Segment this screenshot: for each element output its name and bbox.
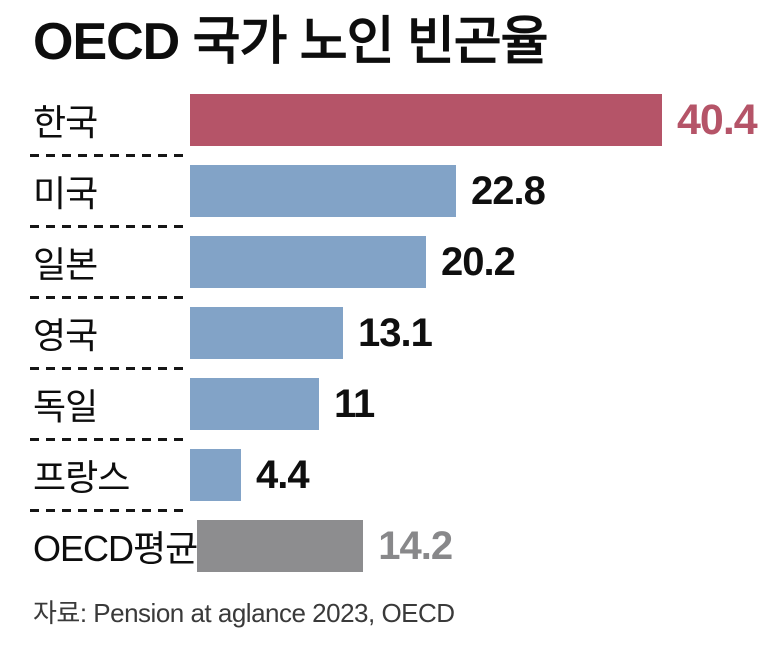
bar-chart: 한국 40.4 미국 22.8 일본 20.2 영국 13.1 독일 11 프랑스 4.4 OECD평균… xyxy=(30,94,758,573)
chart-row: 독일 11 xyxy=(30,378,752,442)
category-label: 한국 xyxy=(33,102,98,144)
chart-row: 프랑스 4.4 xyxy=(30,449,752,513)
value-label: 4.4 xyxy=(256,452,310,497)
category-label: 일본 xyxy=(33,244,98,286)
chart-row: 한국 40.4 xyxy=(30,94,758,158)
category-label: 프랑스 xyxy=(33,457,130,499)
bar xyxy=(190,378,319,431)
bar xyxy=(190,165,456,218)
chart-title: OECD 국가 노인 빈곤율 xyxy=(33,13,548,71)
category-label: 영국 xyxy=(33,315,98,357)
category-label: OECD평균 xyxy=(33,528,198,570)
value-label: 13.1 xyxy=(358,310,433,355)
bar xyxy=(190,94,662,147)
value-label: 11 xyxy=(334,381,375,426)
chart-row: OECD평균 14.2 xyxy=(33,520,752,573)
category-label: 미국 xyxy=(33,173,98,215)
bar xyxy=(190,449,241,502)
bar xyxy=(197,520,364,573)
chart-row: 영국 13.1 xyxy=(30,307,752,371)
value-label: 14.2 xyxy=(378,523,453,568)
source-note: 자료: Pension at aglance 2023, OECD xyxy=(33,598,455,629)
value-label: 40.4 xyxy=(677,95,758,144)
value-label: 20.2 xyxy=(441,239,516,284)
bar xyxy=(190,236,426,289)
chart-row: 미국 22.8 xyxy=(30,165,752,229)
bar xyxy=(190,307,343,360)
chart-row: 일본 20.2 xyxy=(30,236,752,300)
value-label: 22.8 xyxy=(471,168,546,213)
category-label: 독일 xyxy=(33,386,98,428)
